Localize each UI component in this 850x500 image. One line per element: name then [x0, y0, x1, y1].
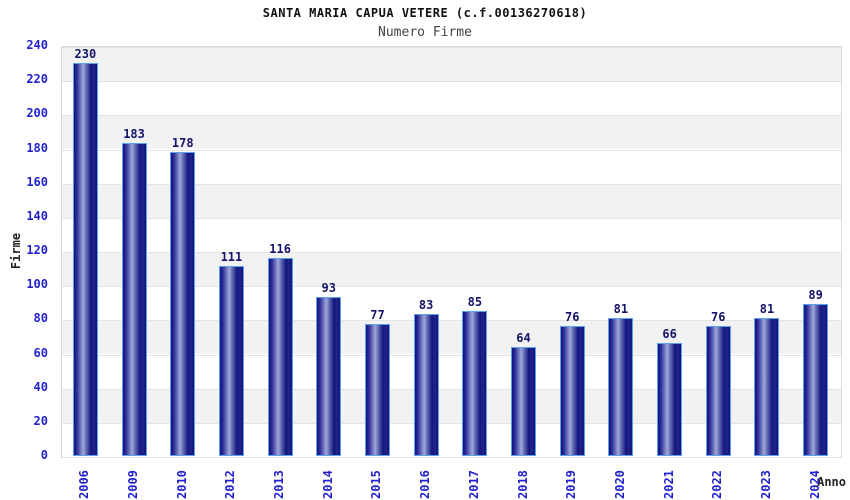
gridline	[62, 115, 841, 117]
bar	[316, 297, 342, 456]
x-tick-label: 2021	[661, 470, 676, 499]
bar	[364, 324, 390, 456]
gridline	[62, 149, 841, 151]
y-tick-label: 120	[26, 243, 48, 257]
bar	[413, 314, 439, 456]
gridline	[62, 320, 841, 322]
x-tick-label: 2009	[126, 470, 141, 499]
y-tick-label: 180	[26, 140, 48, 155]
bar	[657, 343, 683, 456]
x-tick-label: 2006	[77, 470, 92, 499]
y-tick-label: 40	[33, 379, 48, 394]
gridline	[62, 354, 841, 356]
x-tick-label: 2022	[710, 470, 725, 499]
y-tick-label: 60	[33, 345, 48, 360]
bar-value-label: 64	[516, 330, 531, 345]
bar	[462, 310, 488, 456]
chart-subtitle: Numero Firme	[378, 25, 472, 40]
bar-value-label: 85	[467, 294, 483, 309]
bar	[72, 63, 98, 456]
y-tick-label: 80	[33, 311, 48, 326]
bar	[170, 151, 196, 456]
chart-title: SANTA MARIA CAPUA VETERE (c.f.0013627061…	[262, 6, 588, 20]
bar-value-label: 178	[171, 135, 194, 150]
bar-value-label: 81	[613, 301, 629, 316]
gridline	[62, 81, 841, 83]
y-tick-label: 100	[26, 277, 48, 292]
x-tick-label: 2023	[758, 470, 773, 499]
bar	[121, 143, 147, 456]
bar-value-label: 66	[662, 327, 677, 342]
bar-value-label: 111	[220, 250, 243, 265]
bar	[267, 257, 293, 456]
gridline	[62, 252, 841, 253]
bar	[705, 326, 731, 456]
bar	[608, 317, 634, 456]
bar-value-label: 76	[564, 310, 580, 325]
y-tick-label: 220	[26, 72, 48, 87]
bar-value-label: 183	[123, 127, 145, 142]
bar-value-label: 76	[711, 310, 726, 325]
x-tick-label: 2020	[612, 470, 627, 499]
y-tick-label: 0	[40, 448, 48, 462]
x-tick-label: 2019	[564, 470, 579, 499]
gridline	[62, 457, 841, 458]
bar-value-label: 116	[269, 241, 291, 256]
x-tick-label: 2012	[223, 470, 238, 499]
gridline	[62, 183, 841, 185]
x-tick-label: 2014	[320, 470, 335, 499]
bar-value-label: 89	[808, 287, 823, 302]
bar	[559, 326, 585, 456]
bar	[218, 266, 244, 456]
x-tick-label: 2024	[807, 470, 822, 499]
gridline	[62, 217, 841, 219]
x-axis-title: Anno	[817, 475, 846, 489]
bar	[803, 303, 829, 456]
bar	[754, 317, 780, 456]
bar-value-label: 77	[370, 308, 385, 323]
x-tick-label: 2010	[174, 470, 189, 499]
plot-band	[62, 115, 841, 150]
plot-band	[62, 47, 841, 82]
y-tick-label: 240	[26, 38, 48, 52]
x-tick-label: 2016	[418, 470, 433, 499]
bar-value-label: 230	[74, 47, 97, 62]
bar-value-label: 93	[321, 281, 336, 296]
y-tick-label: 200	[26, 106, 48, 121]
y-tick-label: 140	[26, 208, 48, 223]
x-tick-label: 2013	[272, 470, 287, 499]
y-tick-label: 160	[26, 174, 48, 189]
bar	[511, 346, 537, 456]
gridline	[62, 388, 841, 390]
gridline	[62, 422, 841, 424]
bar-value-label: 81	[759, 301, 775, 316]
x-tick-label: 2018	[515, 470, 530, 499]
gridline	[62, 286, 841, 288]
bar-value-label: 83	[418, 298, 434, 313]
y-tick-label: 20	[33, 413, 48, 428]
x-tick-label: 2017	[466, 470, 481, 499]
x-tick-label: 2015	[369, 470, 384, 499]
gridline	[62, 47, 841, 48]
